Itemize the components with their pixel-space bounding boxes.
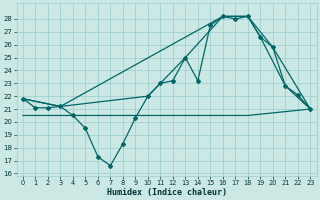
- X-axis label: Humidex (Indice chaleur): Humidex (Indice chaleur): [107, 188, 227, 197]
